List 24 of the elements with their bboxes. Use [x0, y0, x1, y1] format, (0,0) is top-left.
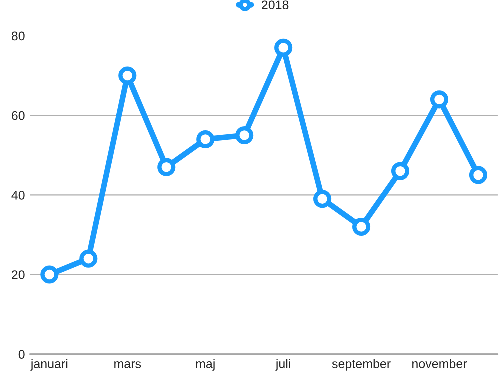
- point: [391, 162, 410, 180]
- point: [196, 130, 215, 148]
- point: [469, 166, 488, 184]
- x-tick-label: september: [332, 359, 391, 371]
- x-tick-label: juli: [276, 359, 290, 371]
- point: [118, 66, 137, 85]
- x-tick-label: november: [412, 359, 468, 368]
- point: [274, 38, 293, 57]
- point: [352, 218, 371, 236]
- point: [430, 90, 449, 109]
- legend-label: 2018: [262, 0, 289, 10]
- x-tick-label: maj: [196, 359, 215, 371]
- y-tick-label: 0: [18, 350, 25, 360]
- point: [40, 266, 59, 284]
- x-tick-label: januari: [30, 359, 68, 371]
- point: [314, 190, 332, 208]
- y-tick-label: 20: [12, 270, 25, 280]
- y-tick-label: 40: [12, 190, 25, 200]
- y-tick-label: 60: [12, 111, 25, 120]
- x-tick-label: mars: [114, 362, 142, 368]
- point: [236, 126, 254, 145]
- point: [158, 158, 176, 176]
- y-tick-label: 80: [12, 32, 25, 41]
- point: [80, 250, 98, 268]
